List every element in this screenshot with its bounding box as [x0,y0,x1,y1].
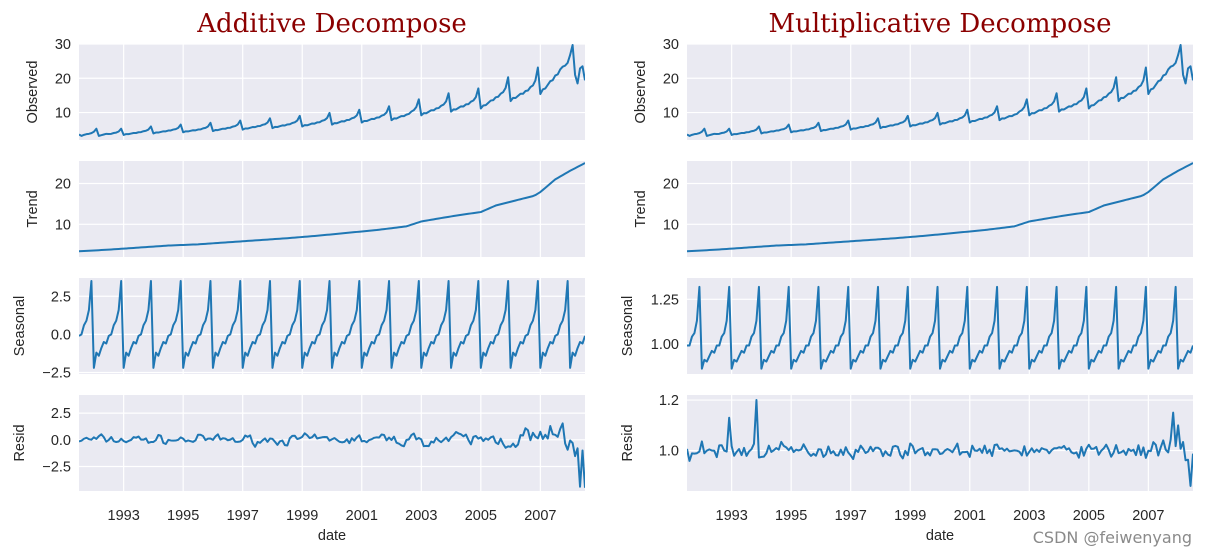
x-tick-label: 1995 [775,508,807,524]
x-tick-label: 1997 [227,508,259,524]
y-tick-label: 20 [55,176,71,192]
chart-multiplicative: Multiplicative Decompose102030Observed10… [620,9,1193,544]
x-axis-label: date [318,528,346,544]
y-axis-label: Observed [25,61,41,124]
plot-area [79,161,585,257]
y-tick-label: 1.25 [651,292,679,308]
series-line-resid [687,399,1193,487]
y-tick-label: 10 [663,106,679,122]
y-tick-label: 10 [55,106,71,122]
series-line-seasonal [79,280,585,369]
y-axis-label: Seasonal [620,296,636,356]
x-tick-label: 1999 [286,508,318,524]
x-tick-label: 2001 [954,508,986,524]
x-tick-label: 1997 [835,508,867,524]
chart-title: Multiplicative Decompose [768,9,1111,39]
y-tick-label: 1.0 [659,444,679,460]
y-axis-label: Observed [633,61,649,124]
x-tick-label: 1995 [167,508,199,524]
x-tick-label: 1993 [716,508,748,524]
panel-seasonal: −2.5 0.0 2.5 Seasonal [12,278,585,381]
panel-trend: 10 20 Trend [633,161,1193,257]
series-line-observed [79,44,585,137]
plot-area [687,395,1193,491]
series-line-trend [79,162,585,253]
y-tick-label: 10 [663,217,679,233]
x-tick-label: 2007 [1132,508,1164,524]
x-tick-label: 2003 [1013,508,1045,524]
y-tick-label: 1.2 [659,393,679,409]
chart-title: Additive Decompose [196,9,467,39]
x-tick-label: 2001 [346,508,378,524]
panel-trend: 10 20 Trend [25,161,585,257]
y-tick-label: 2.5 [51,289,71,305]
y-axis-label: Resid [620,424,636,461]
y-tick-label: 20 [55,71,71,87]
y-axis-label: Seasonal [12,296,28,356]
watermark: CSDN @feiwenyang [1032,528,1192,547]
series-line-trend [687,162,1193,253]
panel-observed: 10 20 30 Observed [25,37,585,140]
y-tick-label: 20 [663,176,679,192]
y-tick-label: −2.5 [42,365,71,381]
y-tick-label: 0.0 [51,433,71,449]
series-line-observed [687,44,1193,137]
y-tick-label: 10 [55,217,71,233]
x-tick-label: 2005 [465,508,497,524]
y-axis-label: Resid [12,424,28,461]
x-axis-label: date [926,528,954,544]
x-tick-label: 2005 [1073,508,1105,524]
x-tick-label: 2003 [405,508,437,524]
y-tick-label: 20 [663,71,679,87]
panel-resid: 1.0 1.2 Resid [620,393,1193,491]
chart-additive: Additive Decompose 10 20 30 Observed 10 20 Tren… [12,9,585,544]
plot-area [79,395,585,491]
y-tick-label: −2.5 [42,459,71,475]
y-tick-label: 30 [55,37,71,53]
y-tick-label: 1.00 [651,337,679,353]
series-line-seasonal [687,285,1193,370]
x-tick-label: 2007 [524,508,556,524]
x-tick-label: 1993 [108,508,140,524]
x-tick-label: 1999 [894,508,926,524]
y-tick-label: 2.5 [51,406,71,422]
series-line-resid [79,422,585,488]
y-tick-label: 0.0 [51,327,71,343]
y-axis-label: Trend [25,190,41,227]
y-axis-label: Trend [633,190,649,227]
plot-area [687,161,1193,257]
panel-seasonal: 1.00 1.25 Seasonal [620,278,1193,374]
panel-resid: −2.5 0.0 2.5 Resid [12,395,585,491]
y-tick-label: 30 [663,37,679,53]
panel-observed: 10 20 30 Observed [633,37,1193,140]
